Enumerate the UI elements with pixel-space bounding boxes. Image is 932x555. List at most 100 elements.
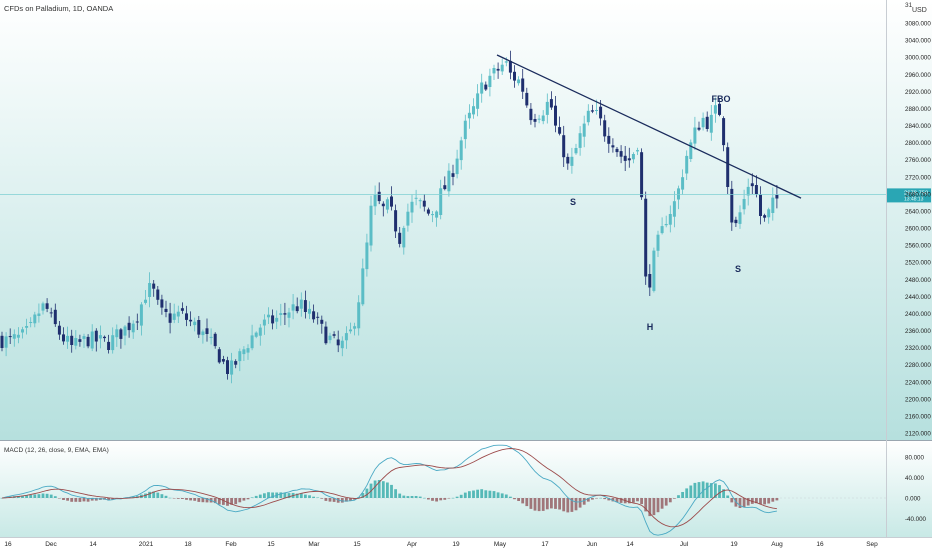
candle-body	[361, 268, 365, 305]
candle-body	[726, 147, 730, 187]
price-tick-label: 2800.000	[905, 140, 931, 147]
candle-body	[439, 188, 443, 215]
macd-histogram-bar	[398, 493, 402, 498]
macd-histogram-bar	[250, 497, 254, 498]
candle-body	[291, 304, 295, 311]
candle-body	[418, 200, 422, 202]
macd-histogram-bar	[66, 498, 69, 501]
candle-body	[590, 110, 594, 112]
candle-body	[595, 110, 598, 111]
candle-body	[619, 151, 623, 157]
candle-body	[718, 103, 721, 115]
macd-histogram-bar	[254, 495, 258, 498]
candle-body	[0, 335, 4, 348]
time-tick-label: Dec	[45, 541, 57, 548]
macd-histogram-bar	[472, 490, 475, 498]
macd-histogram-bar	[82, 498, 86, 502]
candle-body	[53, 309, 57, 325]
candle-body	[12, 334, 16, 339]
candle-body	[459, 140, 463, 161]
candle-body	[570, 156, 574, 166]
candle-body	[201, 331, 205, 336]
time-tick-label: May	[494, 541, 507, 548]
macd-histogram-bar	[755, 498, 758, 504]
candle-body	[221, 359, 225, 362]
candle-body	[156, 289, 160, 300]
candle-body	[566, 156, 570, 164]
candle-body	[484, 84, 488, 90]
candle-body	[33, 314, 37, 324]
candle-body	[529, 108, 533, 121]
macd-tick-label: 80.000	[905, 455, 924, 462]
candle-body	[185, 313, 188, 320]
candle-body	[189, 319, 193, 322]
macd-histogram-bar	[234, 498, 238, 505]
macd-histogram-bar	[759, 498, 762, 505]
time-tick-label: Jul	[680, 541, 689, 548]
candle-body	[139, 304, 143, 326]
price-tick-label: 2120.000	[905, 431, 931, 438]
macd-histogram-bar	[25, 495, 28, 498]
macd-histogram-bar	[455, 496, 459, 498]
candle-body	[611, 145, 615, 148]
candle-body	[672, 201, 676, 217]
candle-body	[734, 219, 738, 224]
macd-histogram-bar	[406, 496, 410, 498]
candle-body	[406, 211, 410, 226]
macd-histogram-bar	[767, 498, 771, 504]
macd-histogram-bar	[468, 491, 471, 498]
macd-histogram-bar	[435, 498, 438, 502]
current-price-sub: 13:48:13	[904, 196, 924, 202]
price-tick-label: 2880.000	[905, 106, 931, 113]
candle-body	[340, 340, 344, 349]
candle-body	[123, 326, 127, 336]
candle-body	[709, 114, 713, 133]
macd-histogram-bar	[156, 492, 160, 498]
candle-body	[480, 82, 484, 94]
macd-histogram-bar	[390, 484, 393, 498]
candle-body	[160, 299, 164, 308]
macd-histogram-bar	[279, 492, 283, 498]
macd-histogram-bar	[480, 489, 484, 498]
macd-histogram-bar	[693, 482, 697, 498]
candle-body	[738, 212, 742, 224]
macd-histogram-bar	[685, 488, 689, 498]
macd-histogram-bar	[74, 498, 78, 502]
macd-histogram-bar	[500, 493, 504, 498]
candle-body	[525, 92, 529, 106]
time-tick-label: 14	[89, 541, 97, 548]
price-tick-label: 2520.000	[905, 260, 931, 267]
macd-histogram-bar	[185, 498, 188, 500]
candle-body	[447, 170, 451, 192]
macd-histogram-bar	[775, 498, 779, 501]
macd-histogram-bar	[640, 498, 643, 504]
macd-histogram-bar	[648, 498, 652, 517]
candle-body	[217, 349, 221, 363]
candle-body	[513, 71, 516, 81]
macd-histogram-bar	[488, 490, 492, 498]
price-tick-label: 2680.000	[905, 191, 931, 198]
candle-body	[70, 335, 74, 345]
candle-body	[451, 173, 455, 177]
macd-histogram-bar	[271, 492, 274, 498]
time-tick-label: Mar	[308, 541, 320, 548]
candle-body	[697, 127, 701, 130]
candle-body	[308, 308, 311, 314]
candle-body	[115, 329, 119, 338]
candle-body	[771, 197, 775, 213]
candle-body	[410, 201, 414, 213]
macd-histogram-bar	[664, 498, 668, 506]
chart-title: CFDs on Palladium, 1D, OANDA	[4, 4, 113, 13]
candle-body	[328, 335, 332, 341]
macd-histogram-bar	[447, 498, 451, 499]
axes: 3080.000 3040.000 3000.000 2960.000 2920.000…	[4, 21, 931, 549]
macd-histogram-bar	[386, 482, 389, 498]
time-tick-label: Aug	[771, 541, 783, 548]
macd-histogram-bar	[431, 498, 434, 501]
price-tick-label: 2320.000	[905, 345, 931, 352]
time-tick-label: 18	[184, 541, 192, 548]
candle-body	[242, 349, 246, 355]
candle-body	[504, 61, 508, 63]
candle-body	[131, 323, 135, 333]
macd-histogram-bar	[0, 498, 4, 499]
